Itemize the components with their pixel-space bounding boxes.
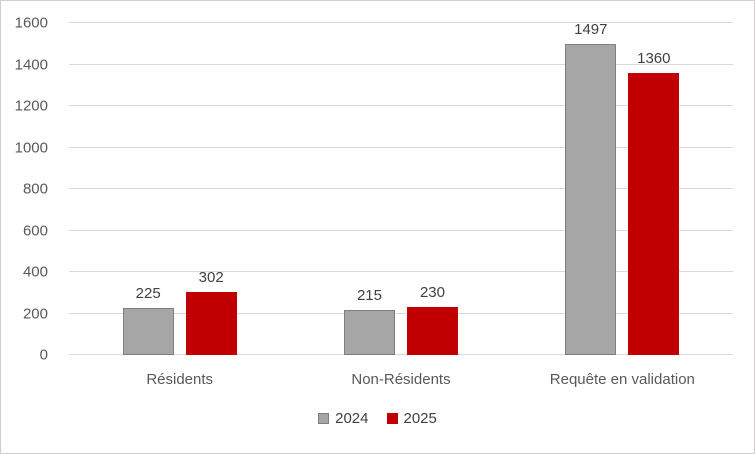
bar-value-label: 230	[419, 284, 445, 302]
gridline	[69, 105, 733, 106]
legend-label: 2024	[335, 410, 369, 427]
y-tick-label: 1200	[14, 97, 48, 115]
plot-area: 225 302 215 230 1497 1360	[69, 22, 733, 355]
legend-label: 2025	[403, 410, 437, 427]
bar-2025: 302	[185, 270, 237, 355]
bar-value-label: 1497	[574, 21, 608, 39]
bar-group: 1497 1360	[512, 22, 733, 355]
legend-swatch-2025	[386, 413, 398, 424]
legend-item: 2025	[386, 410, 437, 427]
bar-group: 225 302	[69, 23, 290, 355]
bar-2024: 225	[122, 286, 174, 355]
y-tick-label: 1600	[14, 14, 48, 32]
bar-2025: 1360	[628, 51, 680, 355]
bar-2024: 1497	[565, 22, 617, 355]
gridline	[69, 271, 733, 272]
legend: 2024 2025	[1, 411, 754, 426]
y-tick-label: 400	[22, 263, 48, 281]
x-axis: Résidents Non-Résidents Requête en validat…	[69, 355, 733, 397]
gridline	[69, 63, 733, 65]
y-tick-label: 1400	[14, 56, 48, 73]
gridline	[69, 229, 733, 231]
legend-swatch-2024	[318, 413, 330, 424]
y-tick-label: 200	[22, 305, 48, 322]
bar-value-label: 225	[135, 285, 161, 303]
y-tick-label: 800	[22, 180, 48, 198]
bar-group: 215 230	[290, 23, 511, 355]
bar-groups: 225 302 215 230 1497 1360	[69, 22, 733, 355]
bar-value-label: 1360	[637, 49, 671, 67]
y-tick-label: 0	[39, 346, 48, 364]
category-label: Résidents	[146, 371, 214, 388]
bar-2024: 215	[343, 288, 395, 355]
gridline	[69, 312, 733, 314]
gridline	[69, 22, 733, 23]
y-tick-label: 1000	[14, 139, 48, 156]
category-label: Requête en validation	[549, 371, 695, 388]
gridline	[69, 146, 733, 148]
gridline	[69, 354, 733, 355]
bar-value-label: 215	[356, 287, 382, 305]
bar-value-label: 302	[198, 269, 224, 287]
gridline	[69, 188, 733, 189]
y-axis: 0 200 400 600 800 1000 1200 1400 1600	[1, 16, 61, 363]
legend-item: 2024	[318, 410, 369, 427]
bar-2025: 230	[406, 285, 458, 355]
y-tick-label: 600	[22, 222, 48, 239]
category-label: Non-Résidents	[351, 371, 451, 388]
